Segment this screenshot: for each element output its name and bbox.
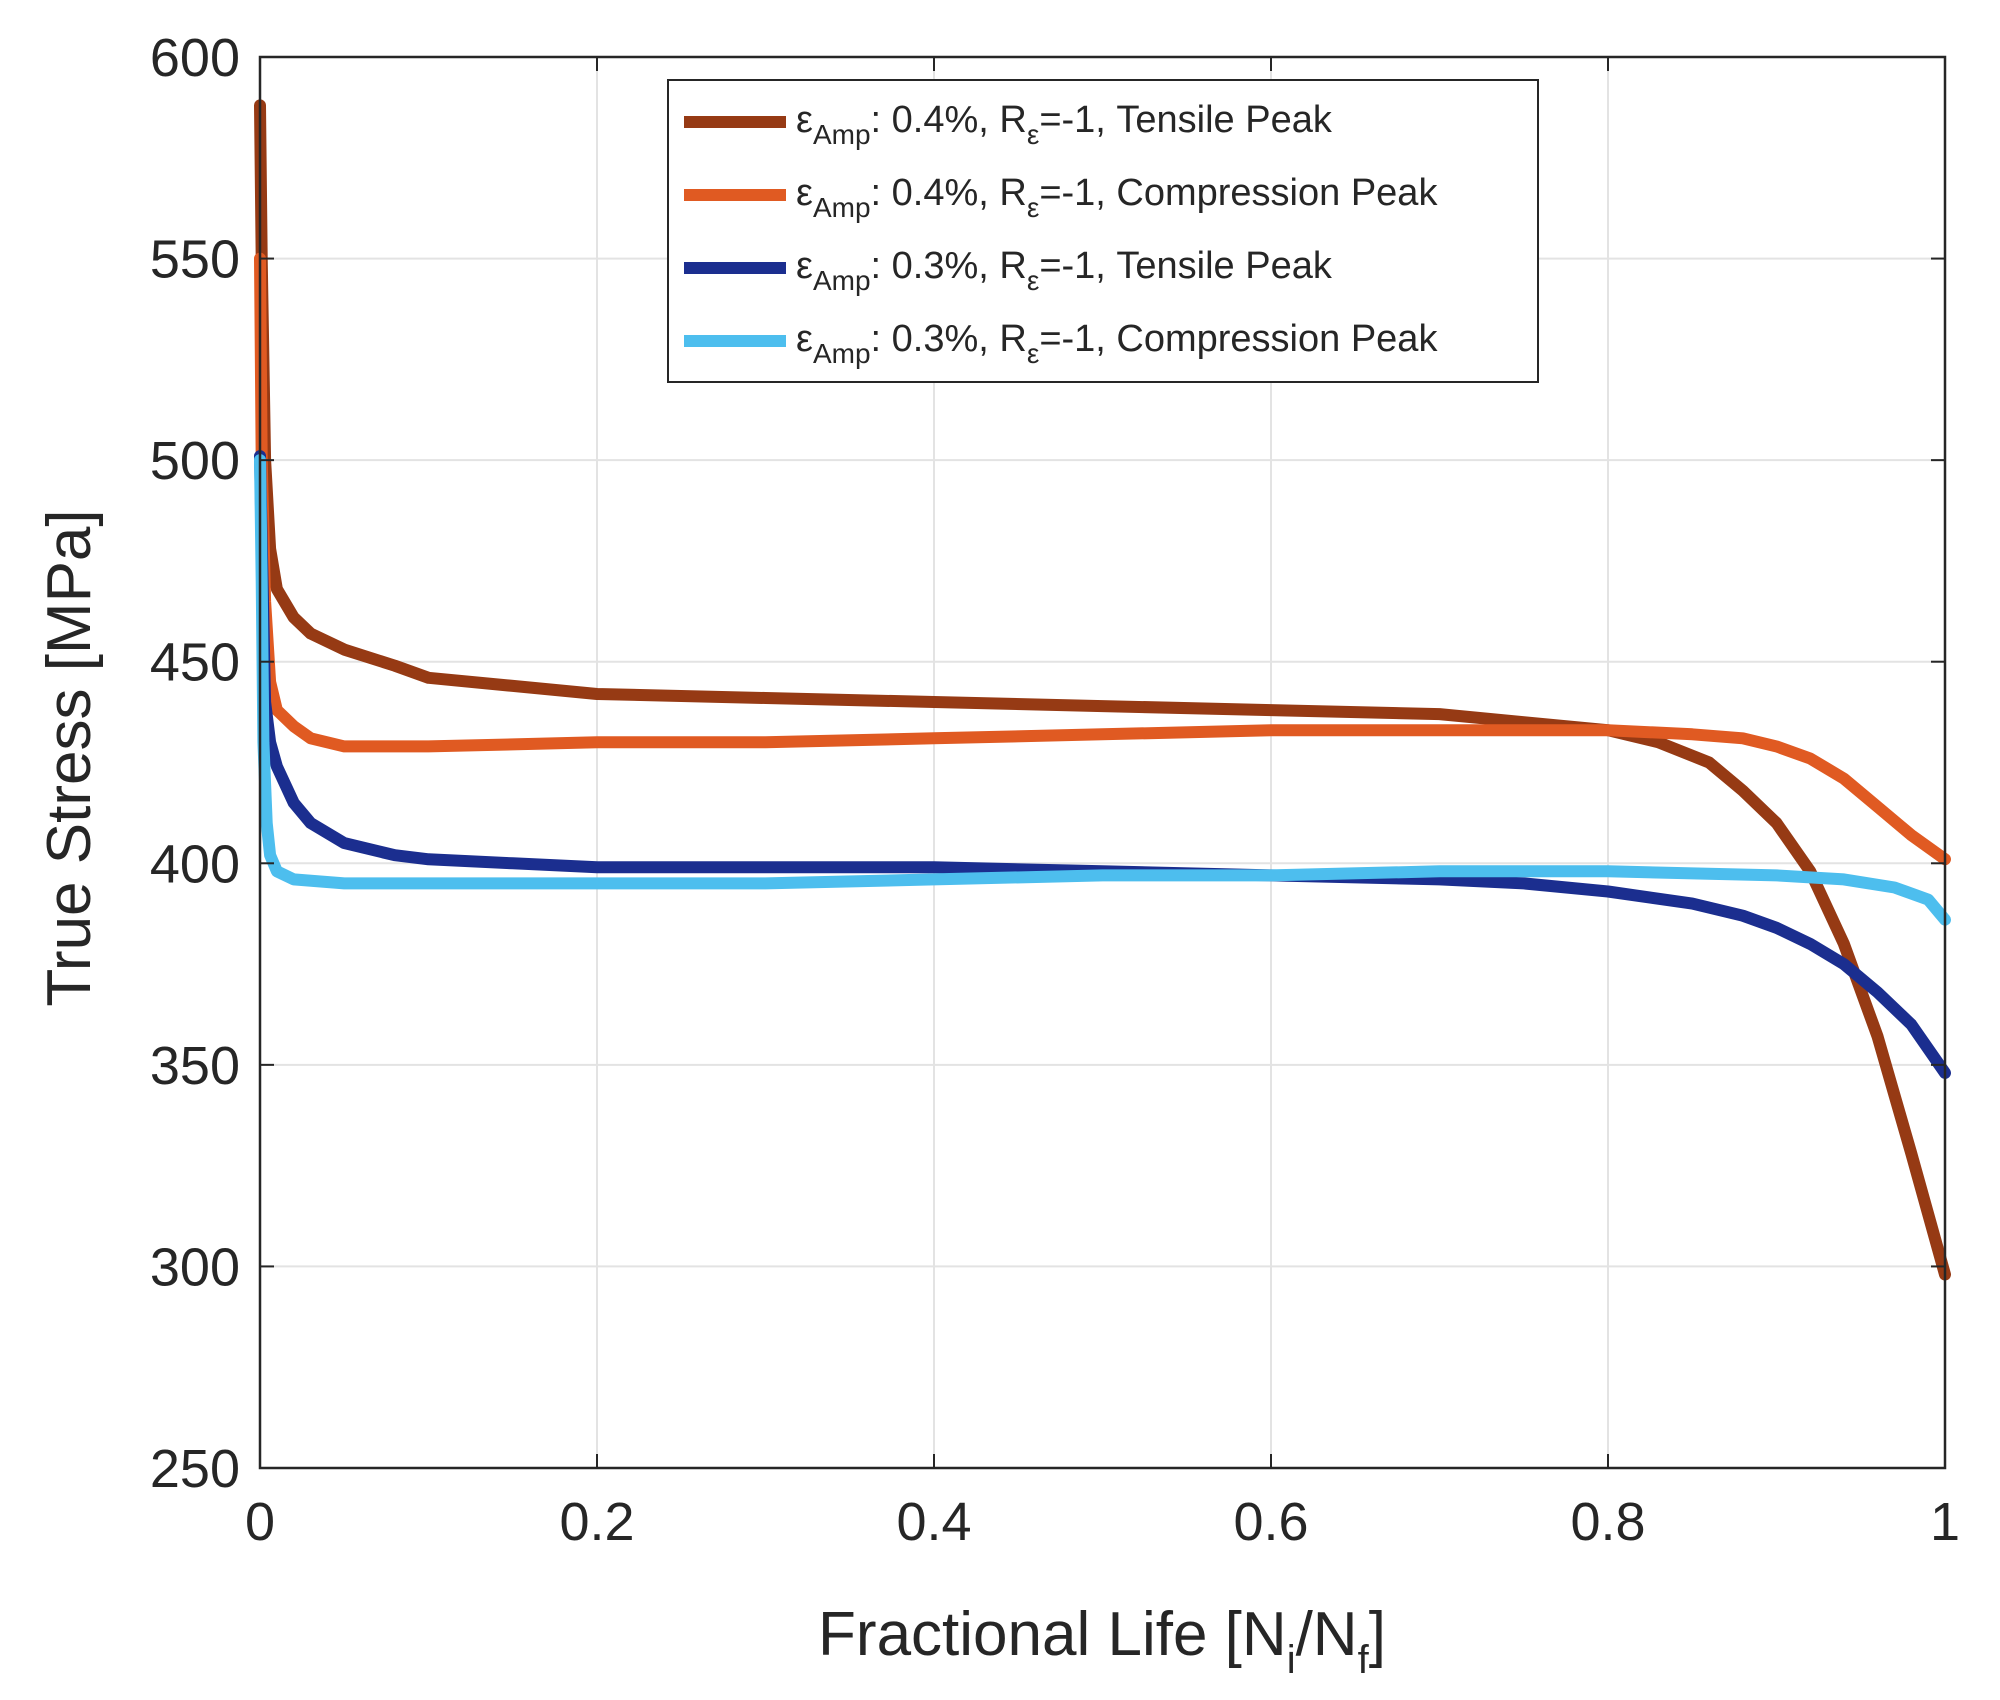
y-tick-label: 300 xyxy=(150,1237,240,1297)
x-axis-title-end: ] xyxy=(1369,1600,1386,1669)
legend: εAmp: 0.4%, Rε=-1, Tensile Peak εAmp: 0.4… xyxy=(667,79,1539,383)
ticks: 0 0.2 0.4 0.6 0.8 1 250 300 350 400 450 500 550 600 xyxy=(150,28,1960,1552)
x-tick-label: 0.4 xyxy=(896,1492,971,1552)
x-axis-title-main: Fractional Life [N xyxy=(818,1600,1287,1669)
x-tick-label: 0 xyxy=(245,1492,275,1552)
x-tick-label: 0.6 xyxy=(1233,1492,1308,1552)
y-tick-label: 350 xyxy=(150,1036,240,1096)
x-axis-title-sub-f: f xyxy=(1358,1638,1370,1682)
x-axis-title-sub-i: i xyxy=(1287,1638,1296,1682)
y-tick-label: 600 xyxy=(150,28,240,88)
y-tick-label: 400 xyxy=(150,834,240,894)
legend-label-2: εAmp: 0.4%, Rε=-1, Compression Peak xyxy=(796,172,1438,223)
x-tick-label: 0.8 xyxy=(1570,1492,1645,1552)
y-tick-label: 450 xyxy=(150,633,240,693)
y-axis-title: True Stress [MPa] xyxy=(35,509,104,1006)
legend-label-3: εAmp: 0.3%, Rε=-1, Tensile Peak xyxy=(796,245,1333,296)
y-tick-label: 550 xyxy=(150,230,240,290)
series-line-3 xyxy=(254,450,1951,1079)
series-line-2 xyxy=(254,252,1951,866)
y-tick-label: 500 xyxy=(150,431,240,491)
x-axis-title-mid: /N xyxy=(1296,1600,1358,1669)
legend-label-1: εAmp: 0.4%, Rε=-1, Tensile Peak xyxy=(796,99,1333,150)
series-line-1 xyxy=(254,99,1951,1281)
x-tick-label: 1 xyxy=(1930,1492,1960,1552)
legend-label-4: εAmp: 0.3%, Rε=-1, Compression Peak xyxy=(796,318,1438,369)
x-tick-label: 0.2 xyxy=(559,1492,634,1552)
plot-frame xyxy=(258,55,1947,1470)
series-group xyxy=(254,99,1951,1281)
series-line-4 xyxy=(254,454,1951,926)
legend-box xyxy=(667,79,1539,383)
x-axis-title: Fractional Life [Ni/Nf] xyxy=(818,1600,1386,1682)
y-tick-label: 250 xyxy=(150,1439,240,1499)
